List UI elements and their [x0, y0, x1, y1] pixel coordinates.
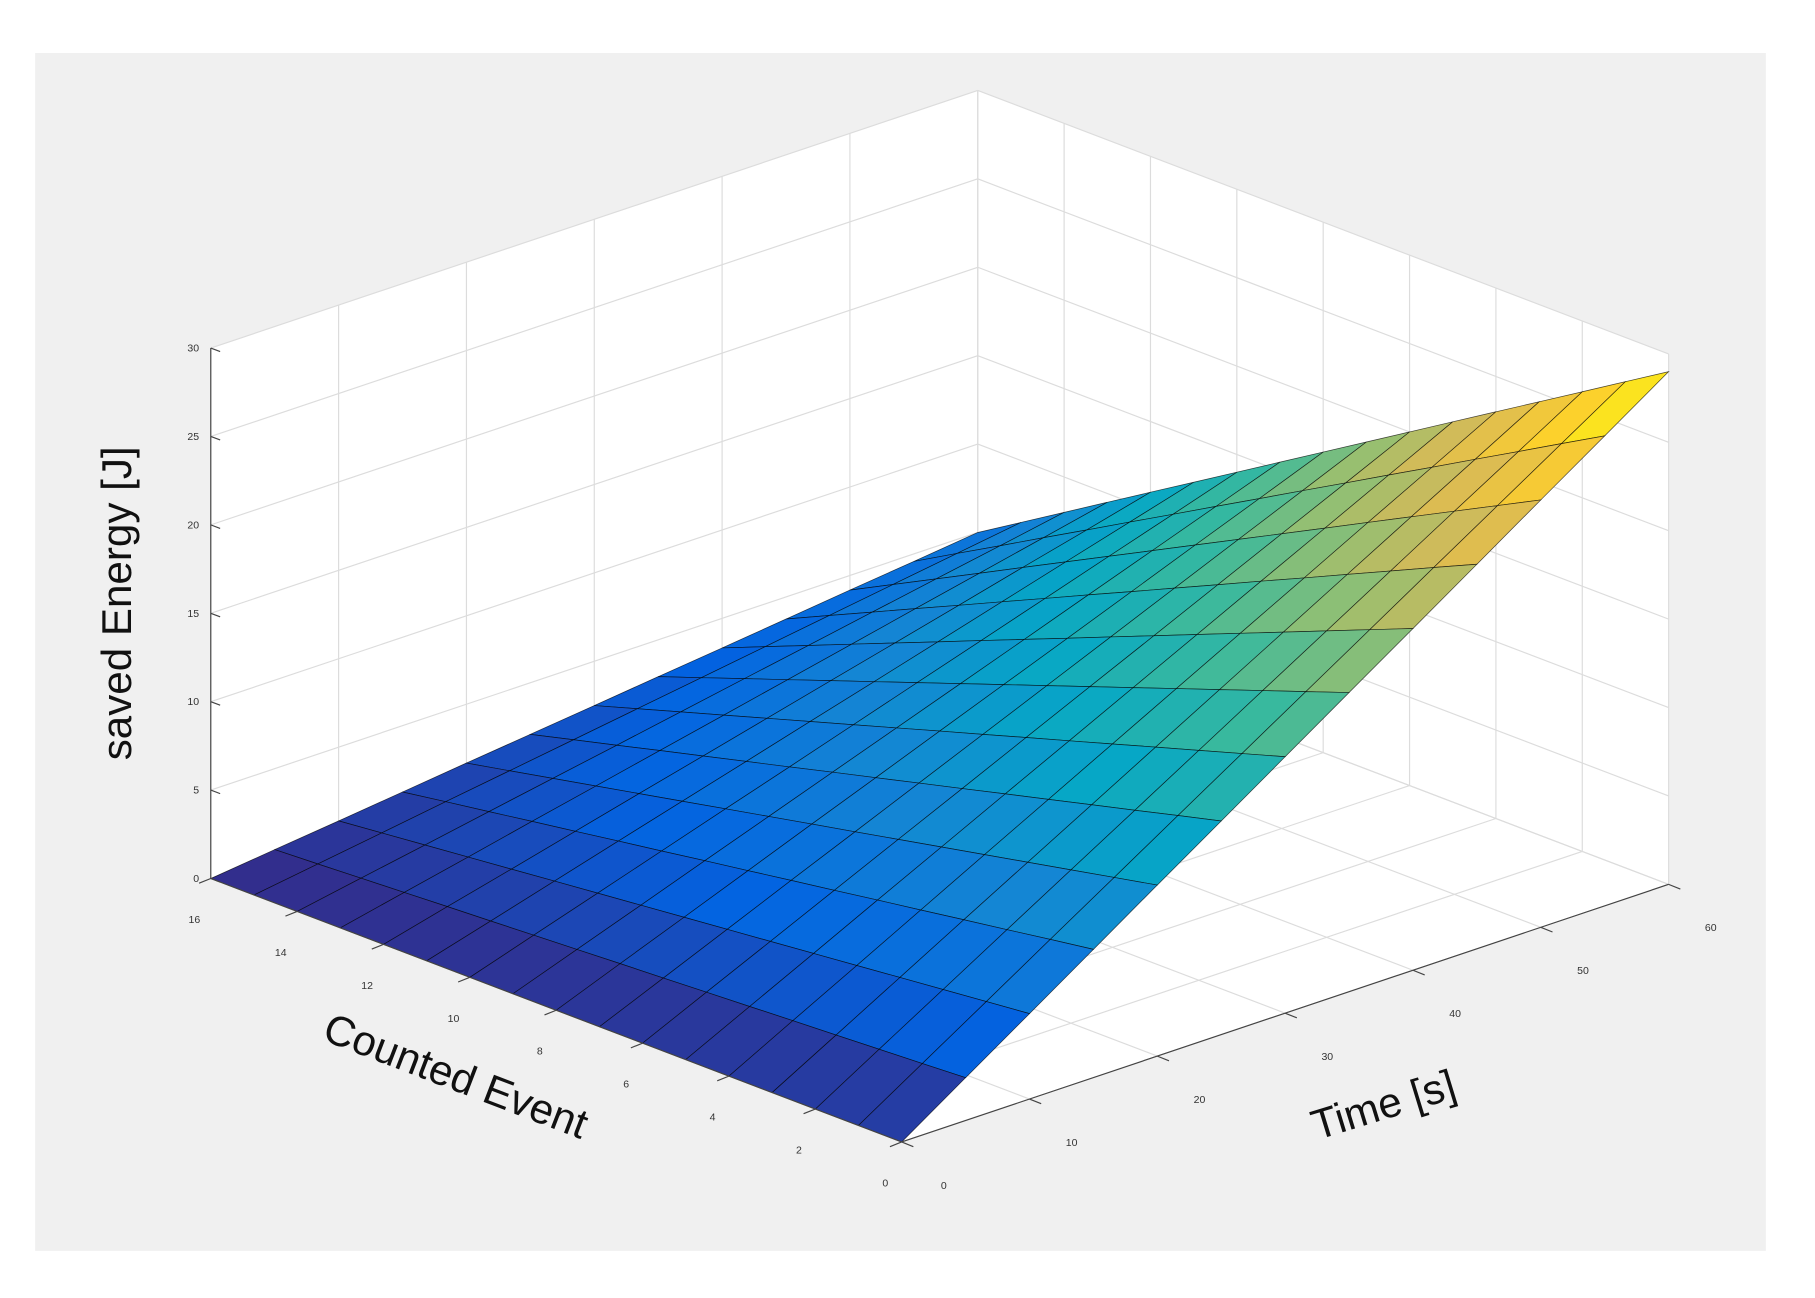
z-tick — [210, 877, 221, 883]
z-tick-label: 20 — [187, 519, 199, 531]
z-tick-label: 15 — [187, 608, 199, 620]
y-tick — [544, 1009, 557, 1016]
y-tick — [630, 1042, 643, 1049]
y-tick — [457, 976, 471, 983]
x-tick-label: 0 — [941, 1180, 947, 1192]
z-tick-label: 0 — [193, 873, 199, 885]
x-tick — [901, 1141, 914, 1148]
ticks: 0 5 10 15 20 25 30 0 10 20 30 40 50 60 0 2 4 6 8 10 12 14 16 — [187, 343, 1716, 1192]
z-tick — [210, 701, 221, 706]
z-axis-label: saved Energy [J] — [93, 446, 140, 760]
surface — [209, 370, 1670, 1143]
z-tick-label: 25 — [187, 431, 199, 443]
z-tick-label: 30 — [187, 343, 199, 355]
y-tick-label: 14 — [275, 947, 287, 959]
y-tick — [371, 943, 384, 950]
y-tick — [717, 1075, 730, 1082]
z-tick — [210, 435, 221, 441]
x-tick-label: 50 — [1577, 965, 1589, 977]
z-tick-label: 10 — [187, 696, 199, 708]
x-tick-label: 40 — [1449, 1008, 1461, 1020]
y-tick-label: 16 — [189, 914, 201, 926]
y-tick-label: 0 — [882, 1177, 888, 1189]
x-tick — [1157, 1055, 1170, 1062]
x-tick-label: 60 — [1705, 922, 1717, 934]
z-tick — [210, 612, 221, 618]
z-tick — [210, 789, 221, 795]
x-tick — [1284, 1012, 1298, 1019]
y-tick-label: 8 — [537, 1046, 543, 1058]
x-tick — [1412, 969, 1425, 976]
z-tick — [210, 347, 221, 353]
x-tick — [1668, 883, 1681, 890]
z-tick — [210, 524, 221, 529]
y-tick-label: 4 — [710, 1112, 716, 1124]
y-tick — [198, 877, 211, 884]
x-tick-label: 20 — [1194, 1094, 1206, 1106]
x-tick — [1540, 926, 1553, 933]
y-tick — [803, 1108, 816, 1115]
y-tick-label: 2 — [796, 1145, 802, 1157]
y-tick-label: 12 — [361, 980, 373, 992]
x-tick — [1029, 1098, 1042, 1105]
y-tick-label: 10 — [448, 1013, 460, 1025]
x-tick-label: 30 — [1321, 1051, 1333, 1063]
x-tick-label: 10 — [1066, 1137, 1078, 1149]
z-tick-label: 5 — [193, 785, 199, 797]
y-tick — [889, 1141, 902, 1148]
y-tick-label: 6 — [623, 1079, 629, 1091]
y-tick — [285, 910, 298, 917]
